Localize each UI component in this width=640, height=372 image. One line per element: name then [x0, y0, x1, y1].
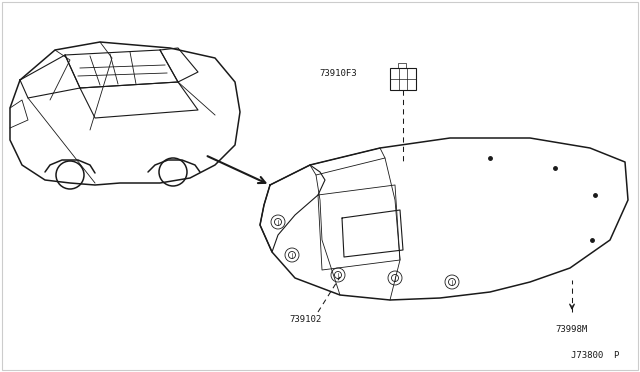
- Text: 739102: 739102: [289, 315, 321, 324]
- Text: 73910F3: 73910F3: [319, 68, 357, 77]
- Bar: [390, 68, 416, 90]
- Bar: [398, 63, 406, 68]
- Text: J73800  P: J73800 P: [571, 350, 619, 359]
- Text: 73998M: 73998M: [556, 326, 588, 334]
